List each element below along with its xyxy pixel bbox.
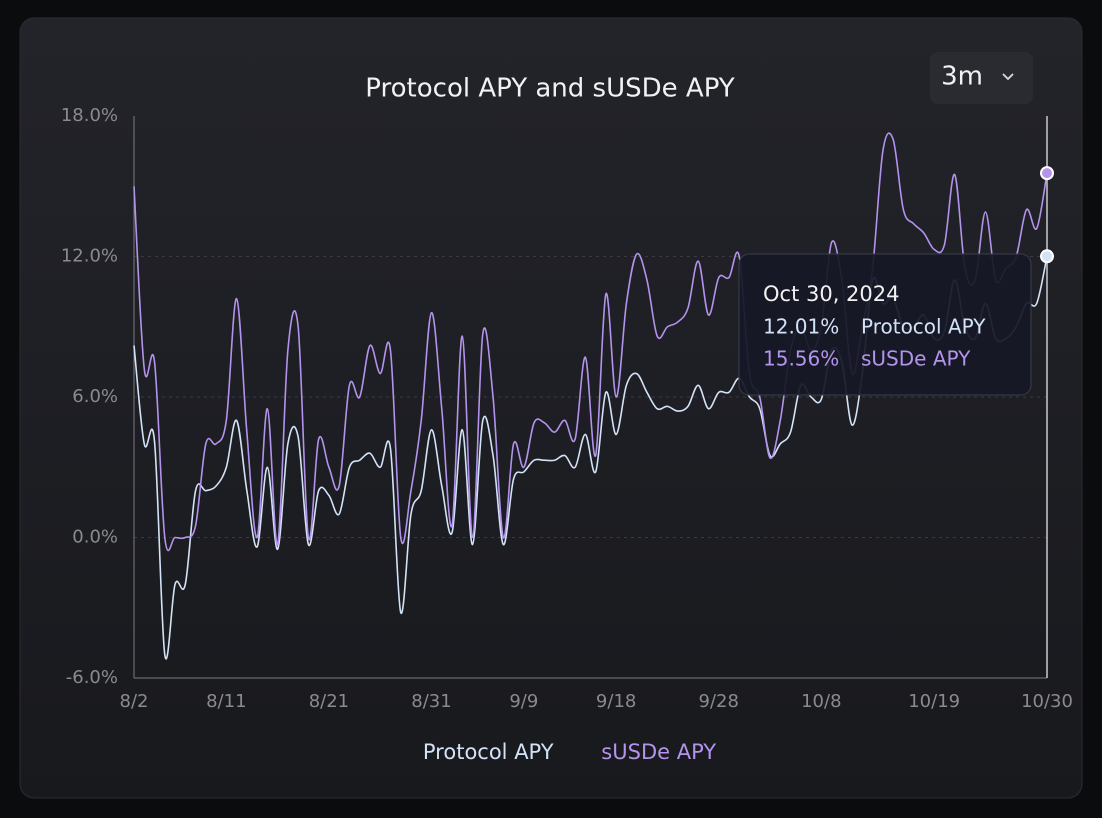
chart-title: Protocol APY and sUSDe APY (365, 74, 735, 104)
tooltip-box (738, 253, 1032, 396)
x-tick-label: 10/19 (908, 691, 960, 712)
hover-point (1040, 249, 1054, 264)
tooltip-series-name: sUSDe APY (861, 347, 971, 371)
tooltip-value: 12.01% (763, 315, 839, 339)
dropdown-box[interactable] (930, 52, 1033, 104)
y-tick-label: 6.0% (72, 386, 118, 407)
x-tick-label: 8/11 (206, 691, 246, 712)
x-tick-label: 10/30 (1021, 691, 1073, 712)
y-tick-label: 0.0% (72, 527, 118, 548)
tooltip-title: Oct 30, 2024 (763, 282, 900, 306)
plot: -6.0% 0.0% 6.0% 12.0% 18.0% 8/2 8/11 8/21 8/31 9/… (61, 105, 1073, 764)
dropdown-label[interactable]: 3m (941, 62, 983, 92)
x-tick-label: 9/28 (699, 691, 739, 712)
legend-item[interactable]: Protocol APY (423, 740, 554, 764)
hover-point (1040, 166, 1054, 181)
legend-item[interactable]: sUSDe APY (601, 740, 716, 764)
y-tick-label: 18.0% (61, 105, 118, 126)
tooltip: Oct 30, 2024 12.01% Protocol APY 15.56% sUSD… (738, 253, 1032, 396)
x-tick-label: 8/31 (411, 691, 451, 712)
tooltip-series-name: Protocol APY (861, 315, 986, 339)
series-line (133, 132, 1048, 552)
card (19, 17, 1083, 799)
y-tick-label: -6.0% (66, 667, 118, 688)
tooltip-value: 15.56% (763, 347, 839, 371)
x-tick-label: 9/18 (596, 691, 636, 712)
x-tick-label: 8/2 (120, 691, 149, 712)
y-tick-label: 12.0% (61, 246, 118, 267)
dropdown-chevron[interactable] (1002, 73, 1014, 81)
x-tick-label: 8/21 (309, 691, 349, 712)
range-dropdown[interactable]: 3m (930, 52, 1033, 104)
x-tick-label: 10/8 (801, 691, 841, 712)
x-tick-label: 9/9 (509, 691, 538, 712)
